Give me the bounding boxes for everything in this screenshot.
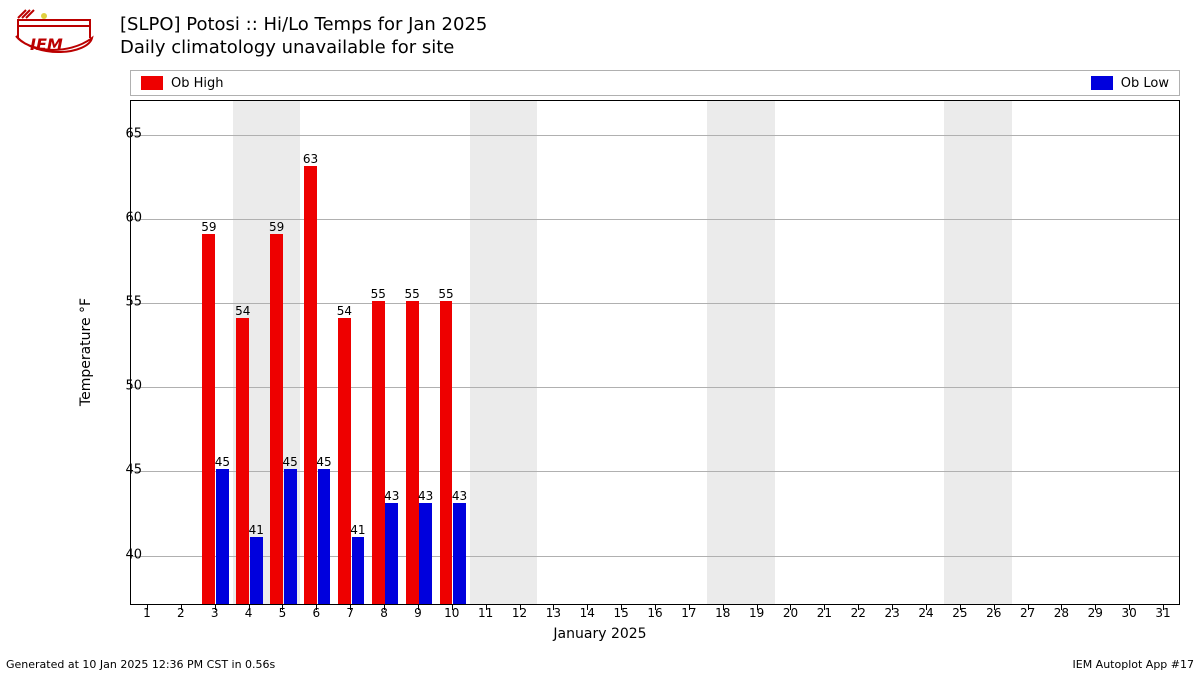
x-tick-mark: [553, 605, 554, 610]
legend-item-high: Ob High: [141, 76, 224, 91]
high-bar: [406, 301, 419, 604]
plot-area: 59 54 59 63 54 55 55 55 45 41 45 45 41 43 43 43: [130, 100, 1180, 605]
high-bar: [236, 318, 249, 604]
x-tick-mark: [689, 605, 690, 610]
weekend-band: [944, 101, 1012, 604]
chart-title-block: [SLPO] Potosi :: Hi/Lo Temps for Jan 202…: [120, 14, 487, 59]
low-bar: [250, 537, 263, 604]
x-tick-mark: [926, 605, 927, 610]
low-bar-label: 43: [452, 489, 467, 503]
x-tick-mark: [1028, 605, 1029, 610]
legend-item-low: Ob Low: [1091, 76, 1169, 91]
x-tick-mark: [655, 605, 656, 610]
x-tick-mark: [994, 605, 995, 610]
low-bar-label: 45: [316, 455, 331, 469]
gridline: [131, 219, 1179, 220]
x-tick-mark: [824, 605, 825, 610]
low-bar: [453, 503, 466, 604]
legend-swatch-high: [141, 76, 163, 90]
legend-swatch-low: [1091, 76, 1113, 90]
y-tick-label: 65: [112, 126, 142, 141]
gridline: [131, 387, 1179, 388]
chart-title-line1: [SLPO] Potosi :: Hi/Lo Temps for Jan 202…: [120, 14, 487, 37]
high-bar-label: 55: [371, 287, 386, 301]
y-tick-label: 40: [112, 547, 142, 562]
high-bar-label: 54: [337, 304, 352, 318]
x-axis-label: January 2025: [0, 626, 1200, 642]
high-bar: [202, 234, 215, 604]
high-bar-label: 55: [404, 287, 419, 301]
x-tick-mark: [520, 605, 521, 610]
high-bar-label: 63: [303, 152, 318, 166]
x-tick-mark: [384, 605, 385, 610]
high-bar: [440, 301, 453, 604]
high-bar: [270, 234, 283, 604]
high-bar: [304, 166, 317, 604]
x-tick-mark: [723, 605, 724, 610]
x-tick-mark: [1129, 605, 1130, 610]
x-tick-mark: [960, 605, 961, 610]
x-tick-mark: [486, 605, 487, 610]
high-bar-label: 59: [201, 220, 216, 234]
low-bar-label: 43: [384, 489, 399, 503]
svg-text:IEM: IEM: [30, 35, 63, 54]
high-bar-label: 59: [269, 220, 284, 234]
y-axis-label: Temperature °F: [78, 298, 94, 406]
legend-label-high: Ob High: [171, 76, 224, 91]
weekend-band: [470, 101, 538, 604]
low-bar: [419, 503, 432, 604]
x-tick-mark: [858, 605, 859, 610]
legend: Ob High Ob Low: [130, 70, 1180, 96]
high-bar: [372, 301, 385, 604]
low-bar: [318, 469, 331, 604]
iem-logo: IEM: [8, 8, 100, 60]
x-tick-mark: [181, 605, 182, 610]
x-tick-mark: [1163, 605, 1164, 610]
chart-title-line2: Daily climatology unavailable for site: [120, 37, 487, 60]
x-tick-mark: [147, 605, 148, 610]
x-tick-mark: [892, 605, 893, 610]
x-tick-mark: [757, 605, 758, 610]
x-tick-mark: [282, 605, 283, 610]
low-bar-label: 43: [418, 489, 433, 503]
low-bar-label: 45: [215, 455, 230, 469]
footer-generated: Generated at 10 Jan 2025 12:36 PM CST in…: [6, 658, 275, 671]
x-tick-mark: [1095, 605, 1096, 610]
x-tick-mark: [350, 605, 351, 610]
high-bar-label: 55: [438, 287, 453, 301]
high-bar: [338, 318, 351, 604]
weekend-band: [707, 101, 775, 604]
gridline: [131, 303, 1179, 304]
low-bar: [352, 537, 365, 604]
low-bar-label: 41: [249, 523, 264, 537]
x-tick-mark: [1061, 605, 1062, 610]
y-tick-label: 55: [112, 295, 142, 310]
y-tick-label: 50: [112, 379, 142, 394]
low-bar: [216, 469, 229, 604]
x-tick-mark: [249, 605, 250, 610]
low-bar-label: 41: [350, 523, 365, 537]
x-tick-mark: [452, 605, 453, 610]
y-tick-label: 45: [112, 463, 142, 478]
gridline: [131, 135, 1179, 136]
low-bar: [385, 503, 398, 604]
legend-label-low: Ob Low: [1121, 76, 1169, 91]
x-tick-mark: [790, 605, 791, 610]
x-tick-mark: [215, 605, 216, 610]
high-bar-label: 54: [235, 304, 250, 318]
x-tick-mark: [587, 605, 588, 610]
x-tick-mark: [316, 605, 317, 610]
footer-app: IEM Autoplot App #17: [1073, 658, 1195, 671]
x-tick-mark: [621, 605, 622, 610]
y-tick-label: 60: [112, 210, 142, 225]
x-tick-mark: [418, 605, 419, 610]
low-bar: [284, 469, 297, 604]
low-bar-label: 45: [283, 455, 298, 469]
